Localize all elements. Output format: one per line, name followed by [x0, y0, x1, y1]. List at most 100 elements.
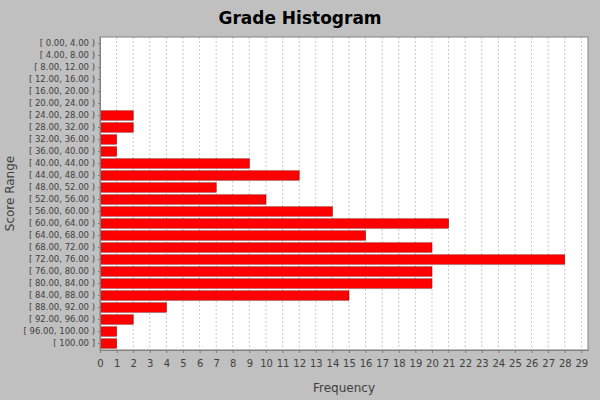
- x-tick-label: 24: [493, 358, 506, 369]
- x-tick-label: 29: [575, 358, 588, 369]
- y-tick: [ 76.00, 80.00 ): [29, 266, 100, 276]
- bar: [100, 135, 117, 144]
- x-tick: 4: [164, 350, 170, 369]
- x-tick-label: 2: [131, 358, 137, 369]
- x-tick: 23: [476, 350, 489, 369]
- x-tick: 10: [260, 350, 273, 369]
- bar: [100, 111, 133, 120]
- x-tick-mark: [415, 350, 416, 353]
- y-tick: [ 64.00, 68.00 ): [29, 230, 100, 240]
- x-tick: 16: [360, 350, 373, 369]
- y-tick: [ 40.00, 44.00 ): [29, 158, 100, 168]
- y-tick: [ 52.00, 56.00 ): [29, 194, 100, 204]
- x-tick-mark: [299, 350, 300, 353]
- x-tick: 18: [393, 350, 406, 369]
- x-tick-mark: [465, 350, 466, 353]
- x-tick-label: 3: [147, 358, 153, 369]
- x-tick: 5: [180, 350, 186, 369]
- x-tick-mark: [233, 350, 234, 353]
- x-tick-label: 22: [459, 358, 472, 369]
- grid-line: [448, 37, 449, 350]
- y-tick: [ 16.00, 20.00 ): [29, 86, 100, 96]
- x-tick-label: 14: [327, 358, 340, 369]
- y-tick-mark: [98, 139, 100, 140]
- bar: [100, 183, 216, 192]
- x-tick: 19: [410, 350, 423, 369]
- bar: [100, 279, 432, 288]
- x-tick: 13: [310, 350, 323, 369]
- title: Grade Histogram: [218, 8, 381, 28]
- x-tick: 28: [559, 350, 572, 369]
- x-tick: 1: [114, 350, 120, 369]
- y-tick-label: [ 76.00, 80.00 ): [29, 266, 95, 276]
- grid-line: [531, 37, 532, 350]
- y-tick-mark: [98, 79, 100, 80]
- y-tick-mark: [98, 283, 100, 284]
- x-axis-title: Frequency: [313, 381, 375, 395]
- y-tick-label: [ 16.00, 20.00 ): [29, 86, 95, 96]
- x-tick-label: 16: [360, 358, 373, 369]
- bar: [100, 207, 332, 216]
- y-tick-mark: [98, 43, 100, 44]
- bars: [100, 111, 565, 348]
- grid-line: [481, 37, 482, 350]
- y-tick: [ 36.00, 40.00 ): [29, 146, 100, 156]
- y-tick-label: [ 12.00, 16.00 ): [29, 74, 95, 84]
- y-tick-mark: [98, 163, 100, 164]
- x-tick-label: 1: [114, 358, 120, 369]
- grid-line: [431, 37, 432, 350]
- y-tick: [ 92.00, 96.00 ): [29, 314, 100, 324]
- x-tick: 26: [526, 350, 539, 369]
- x-tick-mark: [399, 350, 400, 353]
- y-tick-label: [ 100.00 ]: [53, 338, 95, 348]
- x-tick-label: 19: [410, 358, 423, 369]
- grid-line: [199, 37, 200, 350]
- x-tick-label: 15: [343, 358, 356, 369]
- x-tick-label: 28: [559, 358, 572, 369]
- y-tick: [ 68.00, 72.00 ): [29, 242, 100, 252]
- y-tick-label: [ 88.00, 92.00 ): [29, 302, 95, 312]
- x-tick: 8: [230, 350, 236, 369]
- x-tick-mark: [266, 350, 267, 353]
- x-tick: 7: [214, 350, 220, 369]
- y-tick: [ 32.00, 36.00 ): [29, 134, 100, 144]
- grid-line: [365, 37, 366, 350]
- grid-line: [581, 37, 582, 350]
- x-tick-mark: [249, 350, 250, 353]
- x-tick-label: 20: [426, 358, 439, 369]
- x-tick-mark: [565, 350, 566, 353]
- bar: [100, 195, 266, 204]
- x-tick: 15: [343, 350, 356, 369]
- grid-line: [415, 37, 416, 350]
- y-tick-label: [ 24.00, 28.00 ): [29, 110, 95, 120]
- x-tick-mark: [166, 350, 167, 353]
- x-tick-mark: [366, 350, 367, 353]
- x-tick-mark: [449, 350, 450, 353]
- y-tick-label: [ 96.00, 100.00 ): [23, 326, 95, 336]
- y-tick-label: [ 64.00, 68.00 ): [29, 230, 95, 240]
- x-tick-label: 8: [230, 358, 236, 369]
- y-tick-label: [ 68.00, 72.00 ): [29, 242, 95, 252]
- grid-line: [548, 37, 549, 350]
- x-tick-label: 18: [393, 358, 406, 369]
- grid-line: [216, 37, 217, 350]
- y-tick-mark: [98, 211, 100, 212]
- grid-line: [282, 37, 283, 350]
- y-tick: [ 100.00 ]: [53, 338, 100, 348]
- y-tick: [ 84.00, 88.00 ): [29, 290, 100, 300]
- x-tick-label: 21: [443, 358, 456, 369]
- bar: [100, 147, 117, 156]
- x-tick: 0: [97, 350, 103, 369]
- y-tick: [ 72.00, 76.00 ): [29, 254, 100, 264]
- bar: [100, 315, 133, 324]
- grid-line: [182, 37, 183, 350]
- bar: [100, 327, 117, 336]
- x-tick-label: 26: [526, 358, 539, 369]
- y-tick-label: [ 36.00, 40.00 ): [29, 146, 95, 156]
- y-tick-label: [ 84.00, 88.00 ): [29, 290, 95, 300]
- y-tick-label: [ 40.00, 44.00 ): [29, 158, 95, 168]
- x-tick-mark: [332, 350, 333, 353]
- y-tick-mark: [98, 115, 100, 116]
- x-tick-mark: [548, 350, 549, 353]
- y-tick-label: [ 28.00, 32.00 ): [29, 122, 95, 132]
